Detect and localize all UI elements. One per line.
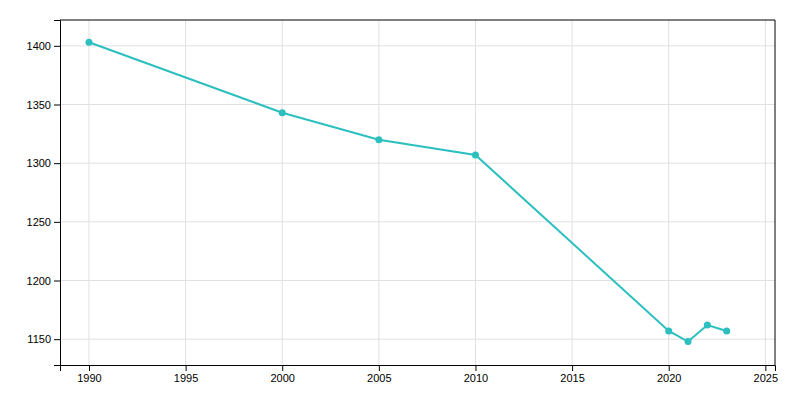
tick-mark: [186, 365, 187, 371]
grid: [60, 20, 775, 365]
grid-line: [668, 20, 669, 365]
point: [723, 327, 730, 334]
tick-mark: [54, 222, 60, 223]
frame: [60, 20, 775, 21]
tick-label: 1150: [27, 333, 51, 345]
tick: 1300: [27, 157, 60, 169]
tick-mark: [89, 365, 90, 371]
tick-label: 2000: [270, 372, 294, 384]
point: [704, 322, 711, 329]
grid-line: [765, 20, 766, 365]
grid-line: [378, 20, 379, 365]
grid-line: [572, 20, 573, 365]
series: [85, 39, 730, 345]
tick-mark: [54, 163, 60, 164]
grid-line: [60, 221, 775, 222]
tick-label: 2020: [657, 372, 681, 384]
tick: 2025: [754, 365, 778, 384]
tick-mark: [54, 104, 60, 105]
point: [279, 109, 286, 116]
tick: 2005: [367, 365, 391, 384]
chart: 1990 1995 2000 2005 2010 2015 2020 2025 1150 1200…: [0, 0, 800, 400]
tick: 1150: [27, 333, 60, 345]
tick: 1400: [27, 40, 60, 52]
tick-mark: [475, 365, 476, 371]
tick-label: 1400: [27, 40, 51, 52]
point: [665, 327, 672, 334]
tick-mark: [54, 339, 60, 340]
y-axis: 1150 1200 1250 1300 1350 1400: [27, 21, 61, 366]
tick: 1350: [27, 99, 60, 111]
tick-mark: [765, 365, 766, 371]
frame: [775, 20, 776, 365]
tick-label: 1995: [174, 372, 198, 384]
tick-label: 1350: [27, 99, 51, 111]
point: [472, 151, 479, 158]
tick: 1200: [27, 275, 60, 287]
x-axis: 1990 1995 2000 2005 2010 2015 2020 2025: [61, 365, 779, 384]
tick-label: 1250: [27, 216, 51, 228]
axis-line: [61, 366, 776, 372]
tick: 1995: [174, 365, 198, 384]
point: [375, 136, 382, 143]
point: [85, 39, 92, 46]
tick-label: 1990: [77, 372, 101, 384]
axis-line: [54, 21, 61, 366]
tick-mark: [54, 281, 60, 282]
tick: 2000: [270, 365, 294, 384]
tick-mark: [282, 365, 283, 371]
grid-line: [475, 20, 476, 365]
plot: 1990 1995 2000 2005 2010 2015 2020 2025 1150 1200…: [27, 20, 779, 384]
grid-line: [60, 339, 775, 340]
tick-mark: [379, 365, 380, 371]
tick: 2020: [657, 365, 681, 384]
tick: 2010: [464, 365, 488, 384]
grid-line: [60, 104, 775, 105]
grid-line: [60, 280, 775, 281]
grid-line: [185, 20, 186, 365]
tick-label: 2015: [560, 372, 584, 384]
tick-label: 2010: [464, 372, 488, 384]
point: [685, 338, 692, 345]
tick-mark: [669, 365, 670, 371]
tick-mark: [54, 46, 60, 47]
tick-label: 2025: [754, 372, 778, 384]
tick: 1990: [77, 365, 101, 384]
line: [89, 42, 727, 341]
grid-line: [60, 163, 775, 164]
tick-label: 1300: [27, 157, 51, 169]
tick-label: 2005: [367, 372, 391, 384]
grid-line: [60, 45, 775, 46]
tick: 2015: [560, 365, 584, 384]
tick: 1250: [27, 216, 60, 228]
grid-line: [88, 20, 89, 365]
tick-mark: [572, 365, 573, 371]
grid-line: [282, 20, 283, 365]
tick-label: 1200: [27, 275, 51, 287]
